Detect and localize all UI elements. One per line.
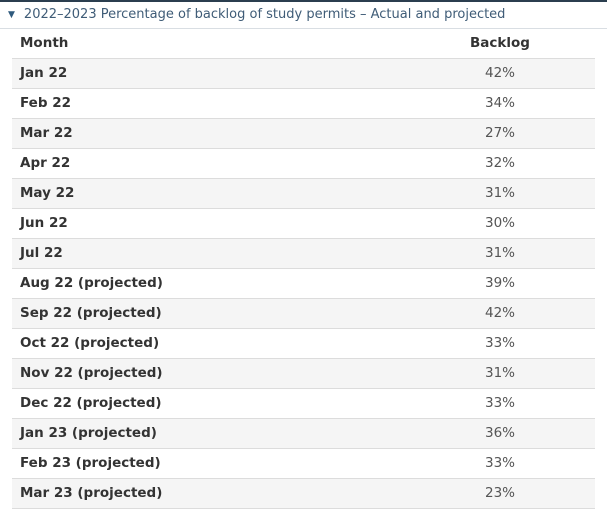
month-cell: Mar 23 (projected) <box>12 478 405 509</box>
month-cell: May 22 <box>12 178 405 209</box>
backlog-cell: 32% <box>405 148 595 179</box>
backlog-cell: 42% <box>405 298 595 329</box>
table-row: May 22 31% <box>12 178 595 209</box>
backlog-cell: 31% <box>405 178 595 209</box>
accordion-toggle[interactable]: ▼ 2022–2023 Percentage of backlog of stu… <box>0 0 607 29</box>
table-row: Jan 22 42% <box>12 58 595 89</box>
table-header-row: Month Backlog <box>12 29 595 59</box>
table-row: Aug 22 (projected) 39% <box>12 268 595 299</box>
backlog-cell: 27% <box>405 118 595 149</box>
table-row: Nov 22 (projected) 31% <box>12 358 595 389</box>
month-cell: Nov 22 (projected) <box>12 358 405 389</box>
table-body: Jan 22 42% Feb 22 34% Mar 22 27% Apr 22 32% May … <box>12 58 595 509</box>
backlog-cell: 33% <box>405 328 595 359</box>
table-row: Mar 23 (projected) 23% <box>12 478 595 509</box>
table-row: Mar 22 27% <box>12 118 595 149</box>
month-cell: Jun 22 <box>12 208 405 239</box>
table-row: Oct 22 (projected) 33% <box>12 328 595 359</box>
month-cell: Sep 22 (projected) <box>12 298 405 329</box>
column-header-month: Month <box>12 29 405 59</box>
backlog-cell: 31% <box>405 358 595 389</box>
accordion-title: 2022–2023 Percentage of backlog of study… <box>23 7 506 22</box>
table-row: Feb 22 34% <box>12 88 595 119</box>
table-row: Dec 22 (projected) 33% <box>12 388 595 419</box>
backlog-cell: 42% <box>405 58 595 89</box>
backlog-cell: 23% <box>405 478 595 509</box>
collapse-triangle-icon: ▼ <box>8 10 15 20</box>
month-cell: Aug 22 (projected) <box>12 268 405 299</box>
month-cell: Apr 22 <box>12 148 405 179</box>
backlog-cell: 33% <box>405 388 595 419</box>
month-cell: Jan 22 <box>12 58 405 89</box>
backlog-cell: 31% <box>405 238 595 269</box>
table-row: Jul 22 31% <box>12 238 595 269</box>
backlog-cell: 34% <box>405 88 595 119</box>
backlog-cell: 39% <box>405 268 595 299</box>
column-header-backlog: Backlog <box>405 29 595 59</box>
backlog-cell: 30% <box>405 208 595 239</box>
table-row: Jun 22 30% <box>12 208 595 239</box>
backlog-table: Month Backlog Jan 22 42% Feb 22 34% Mar 22 27… <box>12 29 595 509</box>
table-row: Apr 22 32% <box>12 148 595 179</box>
month-cell: Jan 23 (projected) <box>12 418 405 449</box>
table-row: Feb 23 (projected) 33% <box>12 448 595 479</box>
table-row: Jan 23 (projected) 36% <box>12 418 595 449</box>
month-cell: Jul 22 <box>12 238 405 269</box>
month-cell: Mar 22 <box>12 118 405 149</box>
month-cell: Oct 22 (projected) <box>12 328 405 359</box>
backlog-cell: 36% <box>405 418 595 449</box>
month-cell: Feb 23 (projected) <box>12 448 405 479</box>
backlog-cell: 33% <box>405 448 595 479</box>
month-cell: Dec 22 (projected) <box>12 388 405 419</box>
month-cell: Feb 22 <box>12 88 405 119</box>
table-row: Sep 22 (projected) 42% <box>12 298 595 329</box>
